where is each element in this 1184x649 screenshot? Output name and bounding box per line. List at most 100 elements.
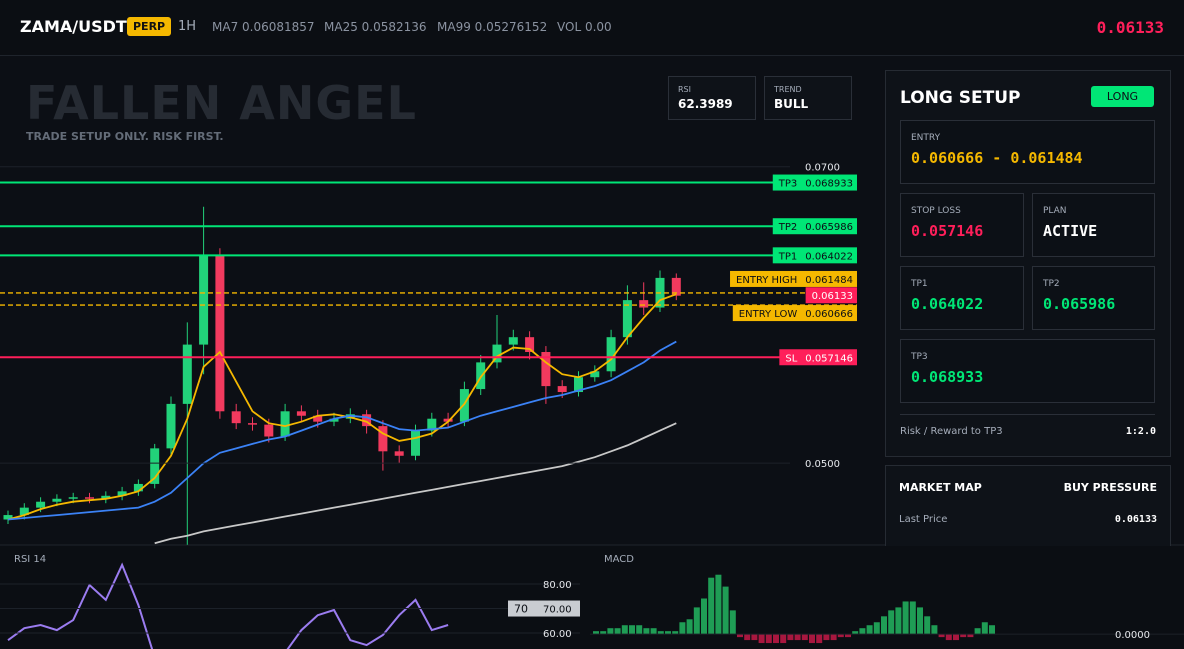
macd-bar [593,631,599,635]
stat-label: TREND [774,85,802,94]
indicator-name: MA99 [437,20,471,34]
candle-body [492,344,502,363]
stat-value: 62.3989 [678,97,733,111]
level-value: 0.065986 [805,222,853,233]
card-label: TP1 [911,279,928,289]
card-value: 0.057146 [911,222,984,240]
y-tick-label: 0.0500 [805,459,840,470]
candle-body [36,501,46,508]
level-value: 0.060666 [805,309,853,320]
candle-body [280,411,290,437]
level-box [772,174,857,191]
macd-bar [960,634,967,638]
macd-bar [837,634,844,638]
candle-body [590,371,600,378]
card-label: TP3 [911,352,928,362]
candle-body [378,426,388,452]
candle-body [329,418,339,422]
card-value: ACTIVE [1043,222,1098,240]
level-name: TP2 [778,222,798,233]
tp-card: TP3 0.068933 [900,339,1155,403]
card-label: STOP LOSS [911,206,961,216]
macd-bar [614,628,621,635]
indicator-value: 0.00 [584,20,612,34]
candle-body [557,386,567,393]
direction-badge[interactable]: LONG [1091,86,1154,107]
candle-body [574,377,583,393]
candle-body [166,403,176,449]
macd-bar [701,598,707,635]
macd-bar [758,634,765,644]
indicator-name: MA25 [324,20,358,34]
map-label: Last Price [899,514,948,525]
level-name: SL [785,353,797,364]
symbol[interactable]: ZAMA/USDT [20,17,127,36]
stat-box: TREND BULL [764,76,852,120]
indicator: MA99 0.05276152 [437,20,547,34]
macd-bar [931,625,938,635]
macd-bar [945,634,952,641]
macd-bar [686,619,693,635]
y-tick-label: 0.0000 [1115,630,1150,641]
plot-area [590,574,1184,644]
level-box [805,287,857,304]
macd-bar [600,631,607,635]
candle-body [101,495,111,499]
macd-bar [636,625,643,635]
candle-body [215,255,225,412]
macd-bar [924,616,931,635]
plot-area [0,166,790,545]
candle-body [639,300,649,308]
map-title: MARKET MAP [899,481,982,494]
macd-bar [859,628,866,635]
level-box [772,218,857,235]
indicator-name: MA7 [212,20,239,34]
level-box [779,349,857,366]
macd-bar [607,628,614,635]
macd-bar [938,634,945,638]
macd-bar [974,628,981,635]
macd-bar [729,610,736,635]
candle-body [264,424,274,437]
macd-bar [643,628,650,635]
card-label: PLAN [1043,206,1067,216]
macd-bar [881,616,887,635]
panel-title: RSI 14 [14,554,46,565]
macd-bar [888,610,895,635]
card-value: 0.065986 [1043,295,1116,313]
candle-body [19,507,29,516]
macd-bar [981,622,988,635]
y-tick-label: 60.00 [543,629,572,640]
macd-bar [715,574,722,635]
plot-area [0,562,580,649]
rsi-marker-label: 70 [514,603,528,616]
candle-body [117,491,127,496]
candle-body [85,497,94,499]
timeframe[interactable]: 1H [178,19,197,34]
macd-bar [895,607,902,635]
macd-bar [989,625,995,635]
level-box [772,247,857,264]
separator [900,414,1155,415]
card-label: TP2 [1043,279,1060,289]
macd-bar [765,634,772,644]
level-name: ENTRY HIGH [736,275,797,286]
candle-body [622,300,632,338]
macd-bar [794,634,801,641]
candle-body [541,352,551,387]
macd-bar [657,631,664,635]
macd-bar [708,577,715,635]
candle-body [182,344,192,404]
level-box [732,305,857,322]
tp-card: TP1 0.064022 [900,266,1024,330]
plan-card: PLAN ACTIVE [1032,193,1155,257]
macd-bar [967,634,974,638]
candle-body [199,255,209,345]
macd-bar [787,634,794,641]
moving-average [7,340,677,521]
stat-value: BULL [774,97,809,111]
macd-bar [665,631,671,635]
watermark-title: FALLEN ANGEL [26,76,417,130]
indicator-name: VOL [557,20,582,34]
setup-title: LONG SETUP [900,88,1021,108]
